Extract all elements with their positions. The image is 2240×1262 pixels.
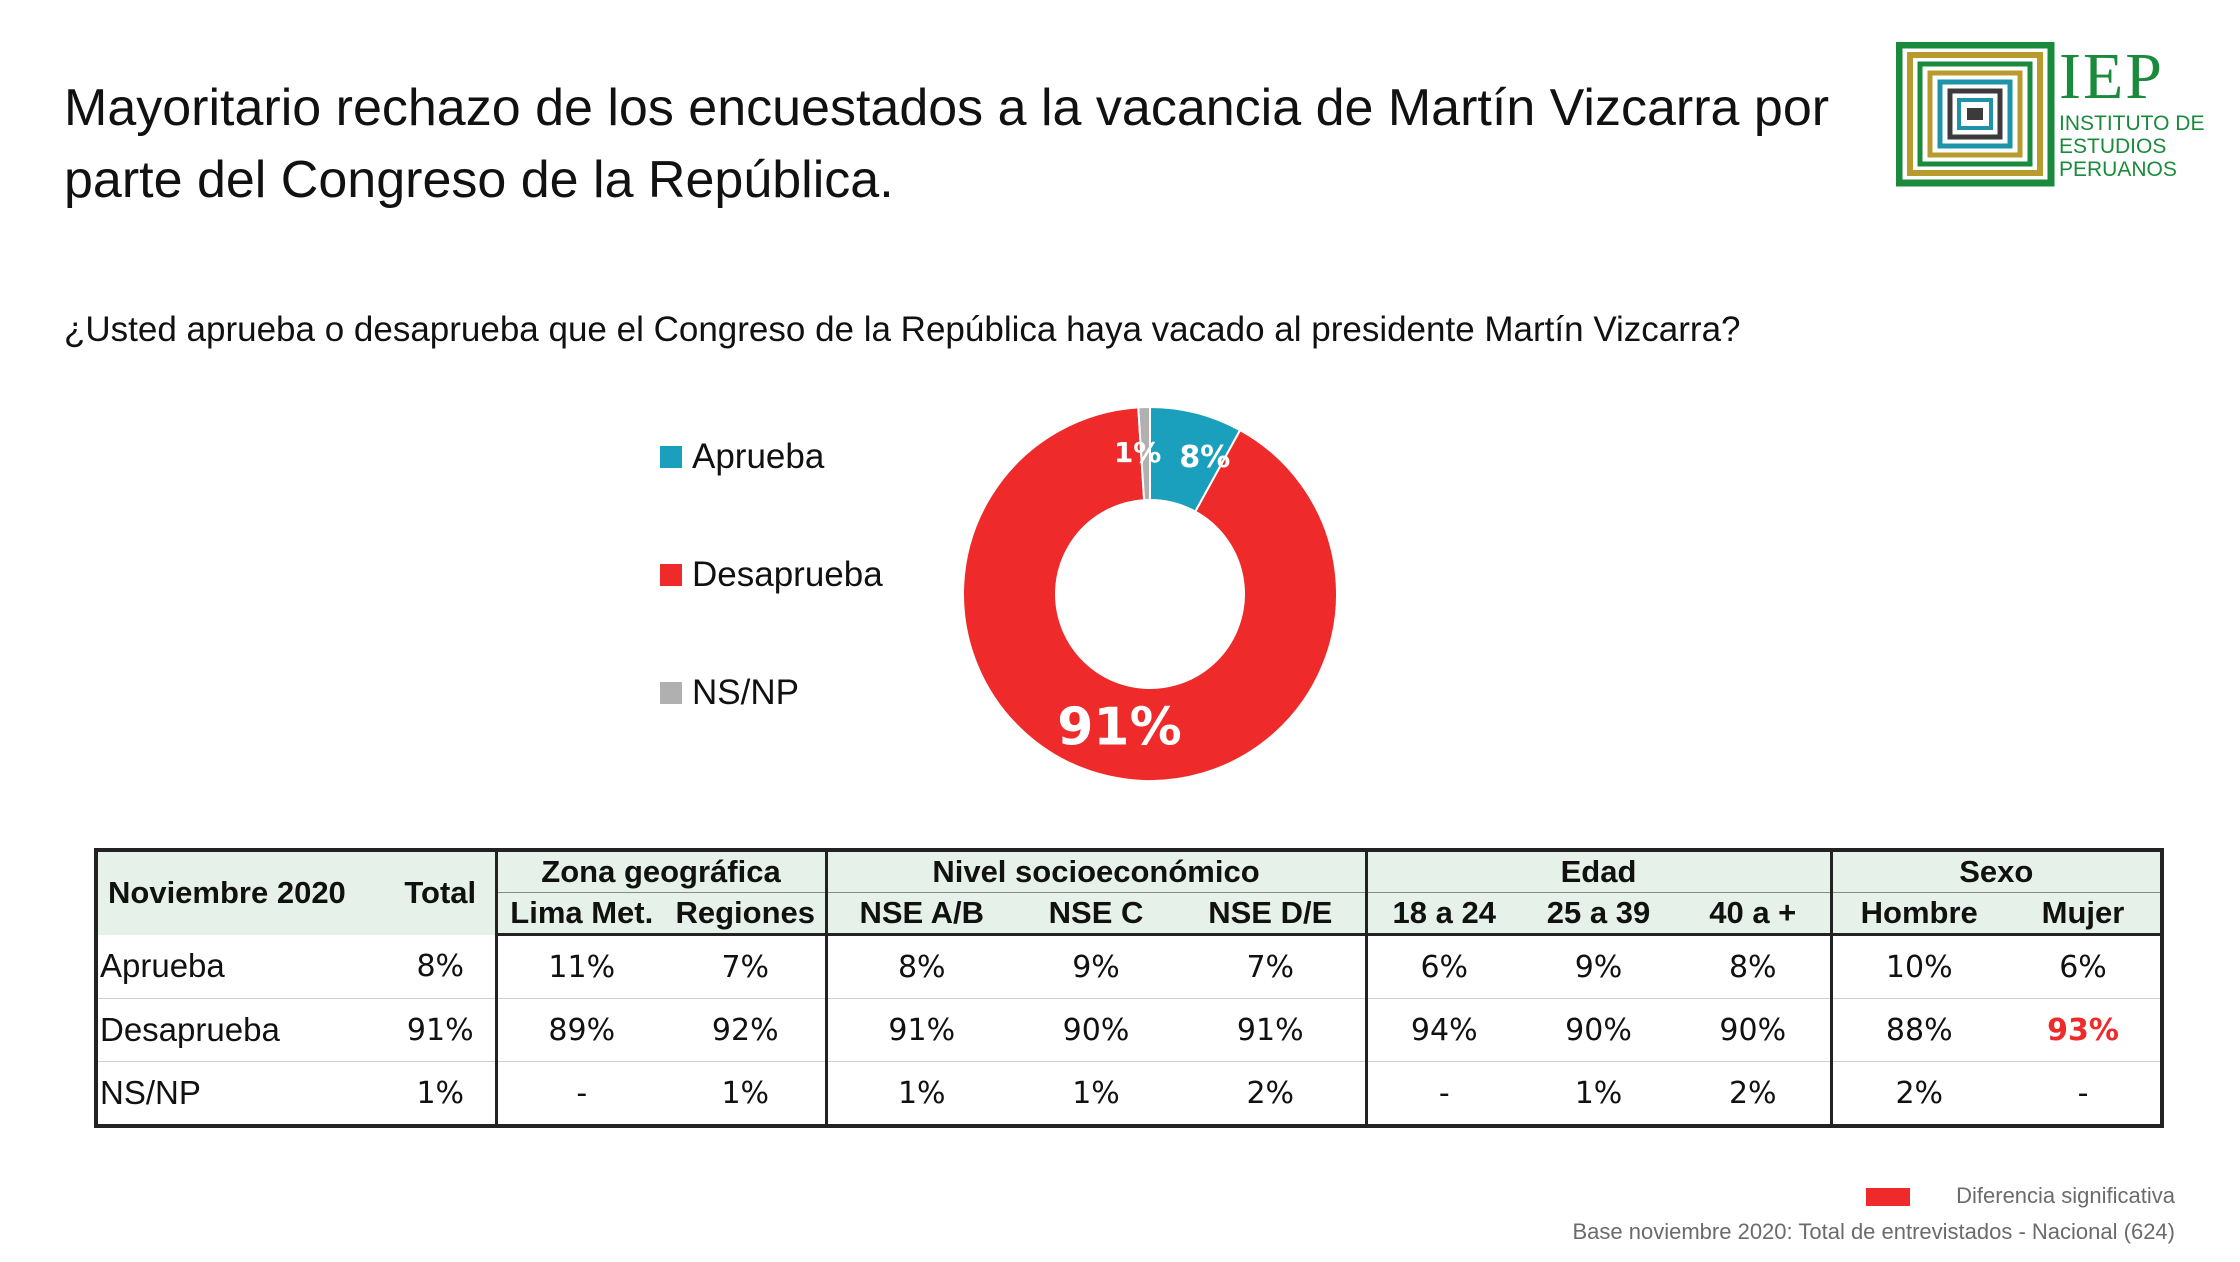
col-header: NSE D/E [1176,892,1366,936]
col-header: 40 a + [1676,892,1831,936]
logo-acronym: IEP [2059,40,2164,113]
col-header: 18 a 24 [1364,892,1521,936]
legend-item-desaprueba: Desaprueba [660,550,980,600]
logo-name-line: ESTUDIOS [2059,135,2167,158]
crosstab-table: Noviembre 2020 Total Zona geográfica Niv… [94,848,2165,1128]
table-cell: 9% [1521,934,1676,999]
table-cell: 2% [1728,1075,1777,1111]
table-cell: 1% [1574,1075,1623,1111]
table-cell: 90% [1676,998,1831,1062]
base-note: Base noviembre 2020: Total de entrevista… [1572,1219,2176,1244]
page-title: Mayoritario rechazo de los encuestados a… [64,79,1830,209]
table-cell: 88% [1829,998,2006,1062]
table-cell: 91% [1176,998,1366,1062]
table-cell: 11% [494,934,666,999]
row-label: Aprueba [96,934,386,999]
legend-label: NS/NP [692,673,799,712]
col-header-total: Total [386,850,496,935]
table-cell: 8% [824,934,1016,999]
table-cell: 2% [1829,1061,2006,1126]
table-cell: 1% [721,1075,770,1111]
legend-label: Desaprueba [692,555,883,594]
table-cell: 91% [386,998,496,1062]
table-cell: 6% [1364,934,1521,999]
table-cell-significant: 93% [2006,998,2163,1062]
legend-label: Aprueba [692,437,825,476]
legend-swatch-nsnp [660,682,682,704]
legend-item-aprueba: Aprueba [660,432,980,482]
table-cell: 91% [824,998,1016,1062]
table-cell: 6% [2006,934,2163,999]
row-label: Desaprueba [96,998,386,1062]
donut-slice-nsnp [1137,405,1151,502]
col-header: NSE A/B [824,892,1016,936]
legend-swatch-aprueba [660,446,682,468]
group-header-zona: Zona geográfica [494,850,826,893]
table-cell: 94% [1364,998,1521,1062]
significance-swatch [1866,1188,1910,1206]
col-header: NSE C [1016,892,1176,936]
survey-question: ¿Usted aprueba o desaprueba que el Congr… [64,310,1741,349]
row-label: NS/NP [100,1074,201,1111]
slice-label-nsnp: 1% [1114,436,1162,469]
table-row-aprueba: Aprueba 8% 11% 7% 8% 9% 7% 6% 9% 8% 10% … [96,934,2163,999]
table-cell: - [2077,1075,2089,1111]
group-header-nse: Nivel socioeconómico [824,850,1366,893]
group-header-edad: Edad [1364,850,1831,893]
logo-name-line: PERUANOS [2059,158,2177,181]
iep-logo-mark-icon [1895,41,2055,187]
donut-slice-desaprueba [962,406,1338,782]
table-cell: 9% [1016,934,1176,999]
legend-item-nsnp: NS/NP [660,668,980,718]
table-cell: 2% [1246,1075,1295,1111]
iep-logo: IEP INSTITUTO DE ESTUDIOS PERUANOS [1895,40,2206,192]
logo-name-line: INSTITUTO DE [2059,112,2205,135]
significance-note: Diferencia significativa [1956,1183,2175,1208]
table-cell: 8% [1676,934,1831,999]
col-header: Lima Met. [494,892,666,936]
slice-label-desaprueba: 91% [1057,698,1181,758]
table-cell: 1% [824,1061,1016,1126]
table-cell: 90% [1016,998,1176,1062]
col-header: Mujer [2006,892,2163,936]
col-header: Regiones [666,892,826,936]
table-cell: 90% [1521,998,1676,1062]
table-cell: 7% [1176,934,1366,999]
table-cell: - [494,1061,666,1126]
table-row-nsnp: NS/NP 1% - 1% 1% 1% 2% - 1% 2% 2% - [96,1061,2162,1126]
slice-label-aprueba: 8% [1179,440,1230,475]
table-cell: 7% [666,934,826,999]
col-header: Hombre [1829,892,2006,936]
group-header-sexo: Sexo [1829,850,2163,893]
table-cell: 1% [1072,1075,1120,1111]
table-row-desaprueba: Desaprueba 91% 89% 92% 91% 90% 91% 94% 9… [96,998,2163,1062]
legend-swatch-desaprueba [660,564,682,586]
table-cell: 10% [1829,934,2006,999]
donut-chart: 8% 91% 1% [962,405,1338,782]
table-corner-label: Noviembre 2020 [96,850,386,935]
table-cell: 8% [386,934,496,999]
table-cell: - [1364,1061,1521,1126]
col-header: 25 a 39 [1521,892,1676,936]
logo-name: INSTITUTO DE ESTUDIOS PERUANOS [2059,112,2219,181]
table-cell: 1% [416,1075,465,1111]
table-cell: 92% [666,998,826,1062]
table-cell: 89% [494,998,666,1062]
